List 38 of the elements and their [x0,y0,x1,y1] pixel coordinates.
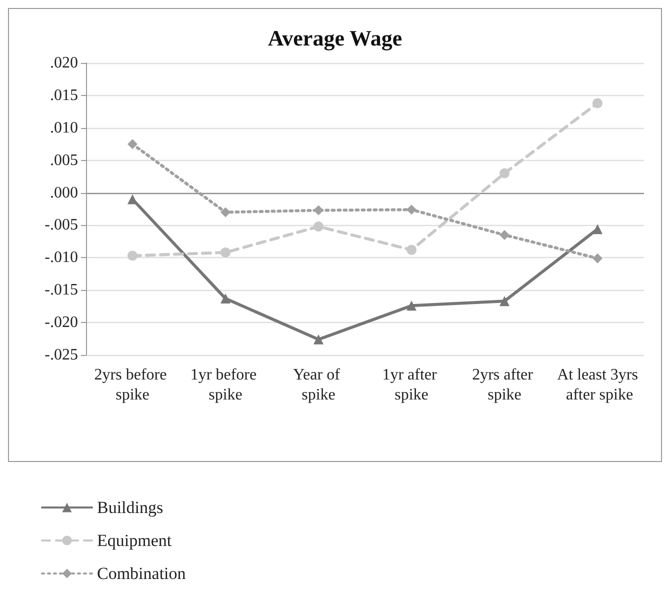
legend-label: Buildings [97,498,164,517]
point [406,300,416,311]
point [128,194,138,204]
x-tick-label: 2yrs after spike [472,366,537,404]
y-tick-label: .005 [50,152,78,169]
x-tick-label: 2yrs before spike [94,366,171,404]
y-tick-label: -.015 [44,282,78,299]
x-tick-label: At least 3yrs after spike [557,366,638,404]
point [314,205,324,216]
legend-label: Combination [97,564,186,583]
chart-title: Average Wage [268,26,402,50]
point [220,207,230,218]
y-tick-label: -.020 [44,314,78,332]
y-tick-label: -.005 [44,216,78,234]
point [500,230,510,240]
legend-label: Equipment [97,531,172,550]
point [592,224,602,234]
x-tick-label: Year of spike [293,366,344,404]
point [592,98,602,108]
point [406,244,416,255]
y-tick-label: -.025 [44,346,78,364]
point [314,222,324,232]
point [500,296,510,306]
point [128,250,138,261]
point [220,247,230,258]
y-tick-label: -.010 [44,249,78,266]
point [128,139,138,150]
point [592,253,602,264]
y-tick-label: .000 [50,184,78,202]
point [314,334,324,344]
y-tick-label: .015 [50,86,78,104]
y-tick-label: .010 [50,119,78,136]
point [500,168,510,178]
x-tick-label: 1yr after spike [382,366,441,404]
y-tick-label: .020 [50,54,78,72]
x-tick-label: 1yr before spike [190,366,261,404]
point [220,294,230,304]
point [406,204,416,215]
